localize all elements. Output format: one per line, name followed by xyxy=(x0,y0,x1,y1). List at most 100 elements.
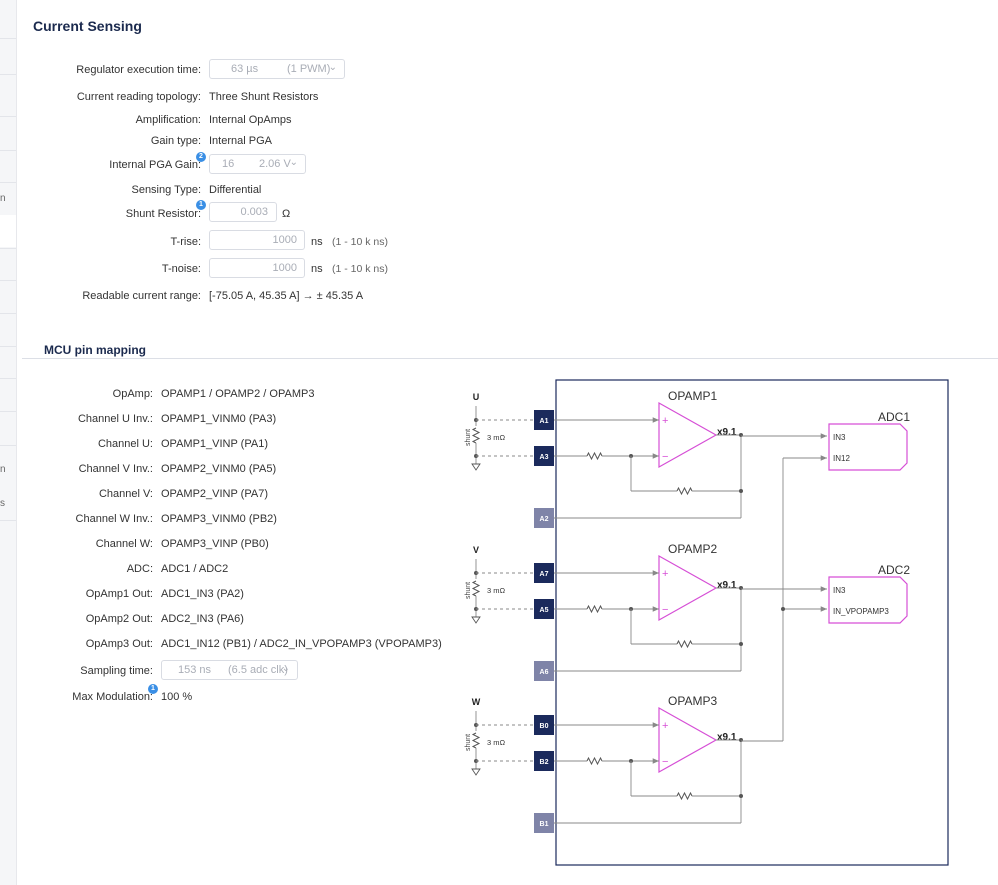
mapping-label: Channel W Inv.: xyxy=(75,513,153,525)
regulator-value: 63 µs xyxy=(231,63,259,75)
sidebar-divider xyxy=(0,248,16,249)
mapping-value: OPAMP2_VINP (PA7) xyxy=(161,488,268,500)
opamp-triangle xyxy=(658,401,718,469)
shunt-label: shunt xyxy=(465,734,472,751)
trise-input[interactable]: 1000 xyxy=(209,230,305,250)
sidebar-divider xyxy=(0,313,16,314)
pga-gain-select[interactable]: 16 2.06 V ⌄ xyxy=(209,154,306,174)
sidebar-divider xyxy=(0,378,16,379)
mapping-value: OPAMP1 / OPAMP2 / OPAMP3 xyxy=(161,388,315,400)
amplification-label: Amplification: xyxy=(135,114,201,126)
mapping-label: OpAmp: xyxy=(112,388,153,400)
input-resistor xyxy=(586,604,603,614)
pin-label: A7 xyxy=(540,571,549,578)
feedback-resistor xyxy=(676,486,693,496)
shunt-unit: Ω xyxy=(282,208,291,220)
gain-label: x9.1 xyxy=(717,732,737,743)
mapping-label: OpAmp2 Out: xyxy=(85,613,153,625)
tnoise-value: 1000 xyxy=(272,262,297,274)
pin-label: B1 xyxy=(540,821,549,828)
sidebar-item-selected[interactable] xyxy=(0,215,16,247)
mapping-label: OpAmp3 Out: xyxy=(85,638,153,650)
mapping-value: ADC1 / ADC2 xyxy=(161,563,229,575)
sidebar-item-fragment[interactable]: n xyxy=(0,464,6,475)
pin-box xyxy=(534,563,554,583)
mapping-value: OPAMP3_VINM0 (PB2) xyxy=(161,513,277,525)
opamp-triangle xyxy=(658,706,718,774)
mapping-value: ADC2_IN3 (PA6) xyxy=(161,613,244,625)
shunt-value: 3 mΩ xyxy=(487,433,506,442)
mapping-label: Channel U Inv.: xyxy=(77,413,153,425)
mapping-value: OPAMP2_VINM0 (PA5) xyxy=(161,463,277,475)
sidebar-divider xyxy=(0,520,16,521)
shunt-label: shunt xyxy=(465,429,472,446)
sidebar-divider xyxy=(0,182,16,183)
trise-value: 1000 xyxy=(272,234,297,246)
junction-dot xyxy=(739,794,743,798)
subsection-title: MCU pin mapping xyxy=(44,343,146,357)
minus-sign: − xyxy=(662,756,668,768)
sidebar-item-fragment[interactable]: n xyxy=(0,193,6,204)
opamp-label: OPAMP3 xyxy=(668,694,717,708)
regulator-label: Regulator execution time: xyxy=(76,64,201,76)
sidebar-strip: n n s xyxy=(0,0,17,885)
mapping-label: Channel V: xyxy=(98,488,153,500)
info-badge[interactable]: 1 xyxy=(196,200,206,210)
trise-label: T-rise: xyxy=(170,236,201,248)
sidebar-divider xyxy=(0,445,16,446)
tnoise-label: T-noise: xyxy=(161,263,201,275)
pin-box xyxy=(534,599,554,619)
modulation-value: 100 % xyxy=(161,691,193,703)
sidebar-item-fragment[interactable]: s xyxy=(0,498,5,509)
subsection-divider xyxy=(22,358,998,359)
phase-label: U xyxy=(473,392,480,402)
opamp-label: OPAMP1 xyxy=(668,389,717,403)
adc-input-label: IN12 xyxy=(833,454,850,463)
pin-box xyxy=(534,661,554,681)
regulator-select[interactable]: 63 µs (1 PWM) ⌄ xyxy=(209,59,345,79)
junction-dot xyxy=(739,489,743,493)
pin-box xyxy=(534,508,554,528)
chevron-down-icon: ⌄ xyxy=(289,157,298,168)
phase-label: W xyxy=(472,697,481,707)
phase-label: V xyxy=(473,545,479,555)
pin-box xyxy=(534,715,554,735)
topology-value: Three Shunt Resistors xyxy=(209,91,319,103)
shunt-resistor xyxy=(471,580,481,597)
tnoise-hint: (1 - 10 k ns) xyxy=(332,263,389,275)
tnoise-input[interactable]: 1000 xyxy=(209,258,305,278)
tnoise-unit: ns xyxy=(311,263,323,275)
sidebar-divider xyxy=(0,38,16,39)
trise-unit: ns xyxy=(311,236,323,248)
minus-sign: − xyxy=(662,451,668,463)
modulation-label: Max Modulation: xyxy=(72,691,153,703)
info-badge[interactable]: 1 xyxy=(148,684,158,694)
shunt-resistor xyxy=(471,732,481,749)
sidebar-divider xyxy=(0,280,16,281)
gain-label: x9.1 xyxy=(717,427,737,438)
shunt-input[interactable]: 0.003 xyxy=(209,202,277,222)
shunt-label: shunt xyxy=(465,582,472,599)
mapping-value: OPAMP1_VINP (PA1) xyxy=(161,438,268,450)
ground-icon xyxy=(471,768,481,776)
pga-gain-label: Internal PGA Gain: xyxy=(109,159,201,171)
topology-label: Current reading topology: xyxy=(76,91,201,103)
pin-label: B2 xyxy=(540,759,549,766)
mapping-label: Channel V Inv.: xyxy=(78,463,153,475)
sampling-select[interactable]: 153 ns (6.5 adc clk) ⌄ xyxy=(161,660,298,680)
adc-input-label: IN_VPOPAMP3 xyxy=(833,607,889,616)
mapping-value: ADC1_IN3 (PA2) xyxy=(161,588,244,600)
mapping-label: ADC: xyxy=(126,563,153,575)
adc-label: ADC2 xyxy=(878,563,910,577)
mapping-value: ADC1_IN12 (PB1) / ADC2_IN_VPOPAMP3 (VPOP… xyxy=(161,638,442,650)
sensing-type-label: Sensing Type: xyxy=(131,184,201,196)
input-resistor xyxy=(586,451,603,461)
mapping-label: OpAmp1 Out: xyxy=(85,588,153,600)
trise-hint: (1 - 10 k ns) xyxy=(332,236,389,248)
ground-icon xyxy=(471,616,481,624)
plus-sign: + xyxy=(662,720,668,732)
range-label: Readable current range: xyxy=(82,290,201,302)
gain-type-label: Gain type: xyxy=(150,135,201,147)
info-badge[interactable]: 2 xyxy=(196,152,206,162)
